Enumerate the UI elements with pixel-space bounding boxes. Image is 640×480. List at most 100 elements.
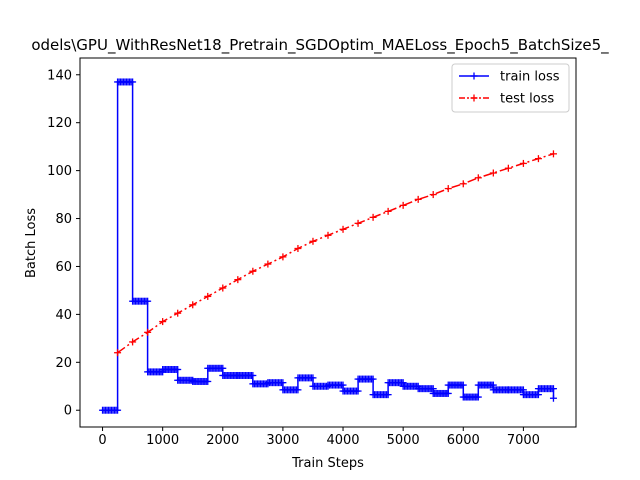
train-loss-segment [519,391,542,399]
test-loss-point [414,195,422,203]
x-tick-label: 4000 [326,433,359,448]
train-loss-segment [129,297,152,305]
x-tick-label: 2000 [206,433,239,448]
y-tick-label: 60 [55,260,72,275]
train-loss-point [474,393,482,401]
test-loss-point [279,253,287,261]
train-loss-point [384,391,392,399]
train-loss-point [549,394,557,402]
test-loss-point [519,159,527,167]
test-loss-point [489,169,497,177]
axis-ticks: 0 1000 2000 3000 4000 5000 6000 7000 0 20 40 60 80 10… [47,68,540,448]
train-loss-point [129,78,137,86]
test-loss-line [117,153,554,354]
test-loss-point [189,301,197,309]
chart-title: odels\GPU_WithResNet18_Pretrain_SGDOptim… [31,36,609,55]
test-loss-point [249,267,257,275]
train-loss-point [279,379,287,387]
test-loss-point [294,244,302,252]
x-axis-label: Train Steps [291,456,364,471]
train-loss-segment [324,381,347,389]
test-loss-point [129,338,137,346]
test-loss-point [429,191,437,199]
train-loss-point [249,371,257,379]
train-loss-segment [159,365,182,373]
test-loss-point [204,292,212,300]
train-loss-segment [249,380,272,388]
legend-train-loss: train loss [459,70,560,85]
legend-test-loss: test loss [459,92,554,107]
y-axis-label: Batch Loss [24,208,39,278]
train-loss-segment [429,389,452,397]
train-loss-segment [144,368,167,376]
test-loss-point [444,185,452,193]
test-loss-point [384,207,392,215]
train-loss-segment [414,385,437,393]
train-loss-point [549,385,557,393]
train-loss-point [144,297,152,305]
train-loss-segment [444,381,467,389]
test-loss-point [114,349,122,357]
legend: train loss test loss [451,63,570,113]
test-loss-point [549,150,557,158]
test-loss-point [534,155,542,163]
train-loss-point [354,387,362,395]
train-loss-segment [384,379,407,387]
train-loss-point [174,365,182,373]
train-loss-segment [114,78,137,86]
train-loss-point [369,375,377,383]
train-loss-segment [534,385,557,393]
x-tick-label: 1000 [146,433,179,448]
x-tick-label: 6000 [447,433,480,448]
y-tick-label: 20 [55,356,72,371]
y-tick-label: 80 [55,212,72,227]
train-loss-point [219,364,227,372]
series-train-loss [99,78,557,414]
train-loss-point [444,389,452,397]
train-loss-point [204,377,212,385]
test-loss-point [144,328,152,336]
train-loss-segment [99,406,122,414]
x-tick-label: 7000 [507,433,540,448]
test-loss-point [234,276,242,284]
train-loss-segment [504,386,527,394]
test-loss-point [324,231,332,239]
test-loss-point [219,284,227,292]
test-loss-point [354,219,362,227]
plot-area [99,78,557,414]
y-tick-label: 140 [47,68,72,83]
train-loss-segment [339,387,362,395]
y-tick-label: 120 [47,116,72,131]
train-loss-segment [204,364,227,372]
train-loss-segment [234,371,257,379]
train-loss-point [339,381,347,389]
train-loss-segment [294,374,317,382]
train-loss-segment [354,375,377,383]
test-loss-point [369,213,377,221]
train-loss-segment [474,381,497,389]
test-loss-point [339,225,347,233]
legend-label: test loss [500,92,554,107]
series-test-loss [114,150,557,357]
test-loss-point [504,164,512,172]
train-loss-segment [459,393,482,401]
test-loss-point [264,260,272,268]
train-loss-point [294,386,302,394]
train-loss-segment [369,391,392,399]
x-tick-label: 0 [98,433,106,448]
test-loss-point [159,318,167,326]
y-tick-label: 40 [55,308,72,323]
train-loss-segment [174,376,197,384]
test-loss-point [309,237,317,245]
legend-label: train loss [500,70,560,85]
test-loss-point [474,174,482,182]
legend-marker [470,94,478,102]
train-loss-segment [279,386,302,394]
test-loss-point [399,201,407,209]
train-loss-segment [264,379,287,387]
train-loss-point [459,381,467,389]
train-loss-point [309,374,317,382]
test-loss-point [174,309,182,317]
train-loss-segment [309,382,332,390]
